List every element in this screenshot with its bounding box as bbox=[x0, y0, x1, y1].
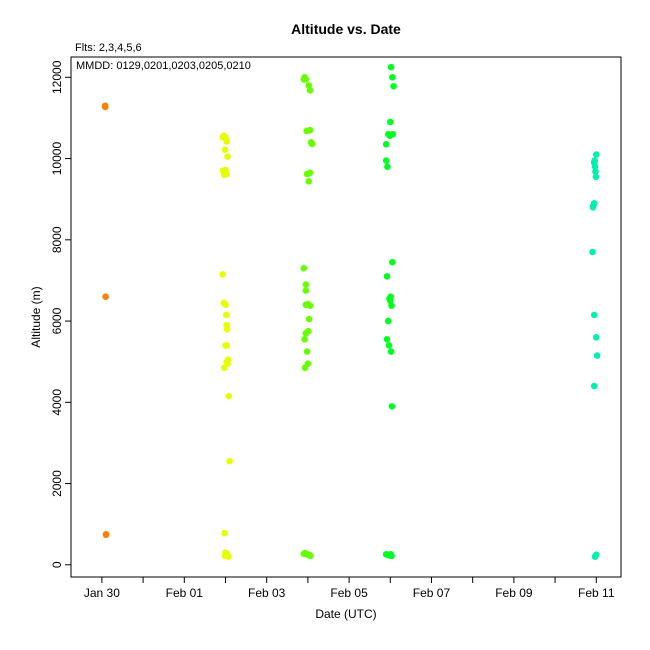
data-point bbox=[301, 336, 308, 343]
data-point bbox=[388, 552, 395, 560]
data-point bbox=[384, 163, 391, 170]
y-tick-label: 8000 bbox=[50, 226, 64, 253]
data-point bbox=[224, 153, 231, 160]
data-point bbox=[305, 327, 312, 335]
data-point bbox=[382, 141, 390, 148]
x-tick-label: Feb 07 bbox=[413, 586, 451, 600]
data-point bbox=[223, 138, 231, 145]
y-tick-label: 0 bbox=[50, 561, 64, 568]
data-point bbox=[389, 130, 397, 138]
data-point bbox=[302, 281, 310, 288]
data-point bbox=[306, 169, 314, 177]
data-point bbox=[302, 76, 310, 83]
data-point bbox=[383, 336, 391, 343]
x-tick-label: Feb 05 bbox=[330, 586, 368, 600]
data-point bbox=[592, 334, 600, 341]
data-point bbox=[226, 457, 233, 465]
series-group bbox=[300, 74, 316, 560]
data-point bbox=[382, 157, 390, 164]
data-point bbox=[303, 348, 311, 355]
data-point bbox=[225, 392, 233, 400]
data-point bbox=[223, 311, 230, 319]
y-tick-label: 10000 bbox=[50, 142, 64, 176]
data-point bbox=[388, 302, 395, 309]
data-point bbox=[305, 551, 313, 558]
data-point bbox=[221, 529, 228, 537]
data-point bbox=[303, 127, 310, 135]
data-point bbox=[301, 364, 309, 372]
data-point bbox=[219, 271, 226, 278]
data-point bbox=[589, 248, 596, 256]
data-point bbox=[225, 553, 232, 560]
data-point bbox=[222, 301, 229, 309]
data-point bbox=[592, 151, 600, 158]
data-point bbox=[102, 531, 110, 539]
data-point bbox=[387, 348, 395, 355]
data-point bbox=[591, 163, 599, 170]
y-tick-label: 2000 bbox=[50, 470, 64, 497]
series-group bbox=[101, 102, 110, 539]
data-point bbox=[592, 551, 600, 558]
data-point bbox=[593, 352, 601, 359]
data-point bbox=[223, 170, 231, 178]
data-point bbox=[306, 87, 314, 94]
data-point bbox=[389, 258, 396, 266]
data-point bbox=[221, 146, 229, 153]
data-point bbox=[383, 273, 391, 280]
data-point bbox=[300, 264, 308, 272]
data-point bbox=[388, 403, 396, 410]
data-point bbox=[386, 118, 394, 126]
y-axis-label: Altitude (m) bbox=[29, 286, 43, 347]
x-tick-label: Feb 11 bbox=[578, 586, 615, 600]
series-group bbox=[219, 132, 233, 560]
data-points bbox=[101, 63, 601, 560]
y-tick-label: 12000 bbox=[50, 60, 64, 94]
data-point bbox=[223, 325, 231, 333]
data-point bbox=[101, 102, 109, 110]
data-point bbox=[385, 342, 393, 349]
chart-title: Altitude vs. Date bbox=[291, 21, 401, 37]
y-tick-label: 6000 bbox=[50, 307, 64, 334]
data-point bbox=[389, 74, 396, 81]
x-tick-label: Jan 30 bbox=[84, 586, 120, 600]
data-point bbox=[223, 342, 231, 349]
data-point bbox=[590, 311, 598, 319]
data-point bbox=[302, 301, 310, 309]
data-point bbox=[387, 63, 395, 71]
plot-annotation: MMDD: 0129,0201,0203,0205,0210 bbox=[76, 60, 251, 72]
data-point bbox=[592, 168, 599, 175]
data-point bbox=[308, 140, 316, 148]
chart-subtitle: Flts: 2,3,4,5,6 bbox=[75, 42, 142, 54]
series-group bbox=[382, 63, 397, 560]
data-point bbox=[224, 360, 231, 368]
y-axis: 0 2000 4000 6000 8000 10000 12000 bbox=[50, 60, 71, 568]
y-tick-label: 4000 bbox=[50, 389, 64, 416]
data-point bbox=[590, 382, 598, 390]
x-axis: Jan 30 Feb 01 Feb 03 Feb 05 Feb 07 Feb 09 Feb … bbox=[84, 577, 615, 600]
plot-area bbox=[70, 56, 622, 578]
x-tick-label: Feb 03 bbox=[248, 586, 286, 600]
x-tick-label: Feb 09 bbox=[495, 586, 533, 600]
data-point bbox=[302, 287, 310, 294]
x-axis-label: Date (UTC) bbox=[315, 607, 376, 621]
data-point bbox=[390, 82, 397, 90]
x-tick-label: Feb 01 bbox=[166, 586, 204, 600]
data-point bbox=[305, 315, 313, 323]
data-point bbox=[305, 178, 313, 185]
series-group bbox=[589, 151, 601, 560]
data-point bbox=[592, 173, 600, 181]
data-point bbox=[102, 293, 109, 300]
data-point bbox=[384, 317, 392, 325]
data-point bbox=[589, 204, 597, 211]
